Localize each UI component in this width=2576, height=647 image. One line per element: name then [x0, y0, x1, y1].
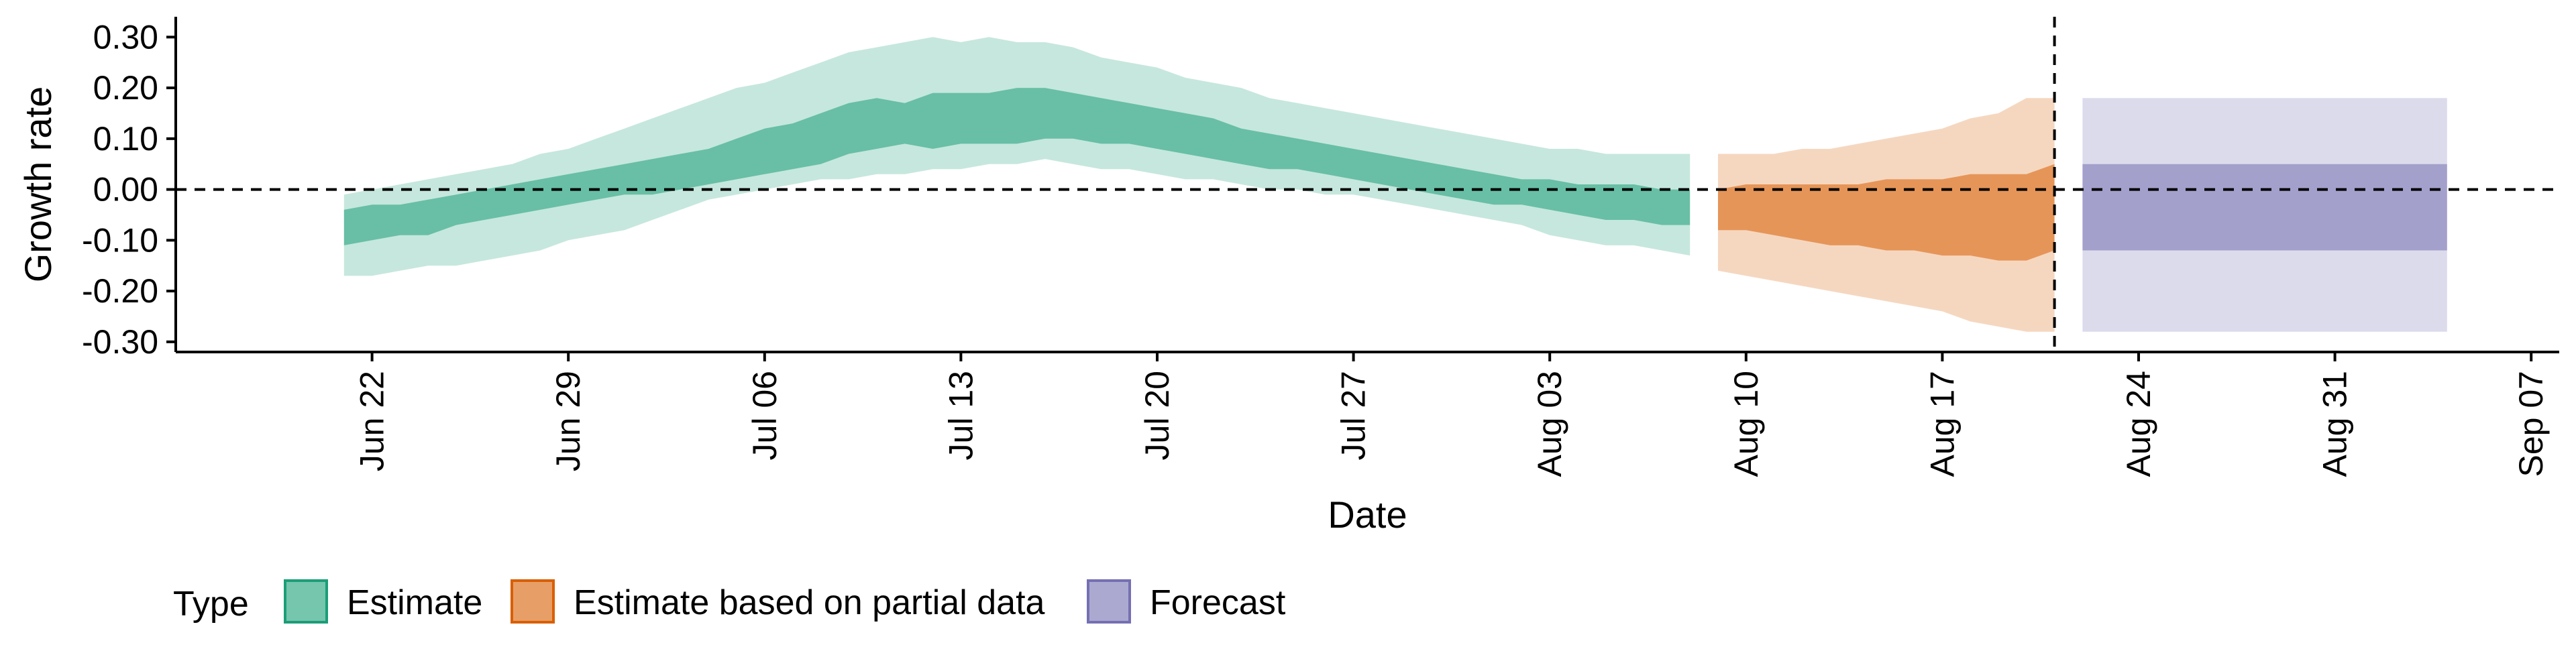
x-tick-label: Aug 24	[2120, 371, 2157, 477]
y-tick-label: 0.30	[93, 18, 158, 56]
legend-title: Type	[173, 585, 249, 624]
legend-key-estimate	[284, 579, 328, 624]
y-tick-label: 0.10	[93, 120, 158, 158]
legend-label-forecast: Forecast	[1150, 583, 1286, 622]
y-tick-label: -0.30	[82, 323, 158, 361]
x-axis-title: Date	[1328, 493, 1407, 536]
x-tick-label: Jun 22	[354, 371, 391, 471]
x-tick-label: Sep 07	[2512, 371, 2550, 477]
x-tick-label: Aug 31	[2316, 371, 2354, 477]
band-90-estimate	[343, 37, 1690, 276]
reference-lines-layer	[176, 17, 2559, 352]
x-tick-label: Jun 29	[549, 371, 587, 471]
axes-layer: 0.30 0.20 0.10 0.00 -0.10 -0.20 -0.30 Jun 22 Jun…	[82, 17, 2559, 477]
legend-key-estimate-based-on-partial-data	[511, 579, 555, 624]
y-tick-label: 0.00	[93, 171, 158, 209]
x-tick-label: Jul 13	[942, 371, 979, 460]
x-tick-label: Aug 10	[1727, 371, 1765, 477]
y-tick-label: -0.10	[82, 221, 158, 259]
x-tick-label: Jul 06	[746, 371, 784, 460]
legend-label-estimate-based-on-partial-data: Estimate based on partial data	[574, 583, 1045, 622]
x-tick-label: Aug 17	[1923, 371, 1961, 477]
legend: Type Estimate Estimate based on partial d…	[173, 579, 1286, 624]
legend-key-forecast	[1087, 579, 1131, 624]
band-50-forecast	[2082, 164, 2447, 251]
x-tick-label: Jul 20	[1138, 371, 1176, 460]
y-axis-title: Growth rate	[17, 86, 59, 283]
y-tick-label: 0.20	[93, 69, 158, 107]
band-50-estimate	[343, 88, 1690, 245]
bands-layer	[343, 37, 2447, 332]
x-tick-label: Jul 27	[1335, 371, 1373, 460]
y-tick-label: -0.20	[82, 272, 158, 310]
x-tick-label: Aug 03	[1531, 371, 1568, 477]
legend-label-estimate: Estimate	[347, 583, 482, 622]
